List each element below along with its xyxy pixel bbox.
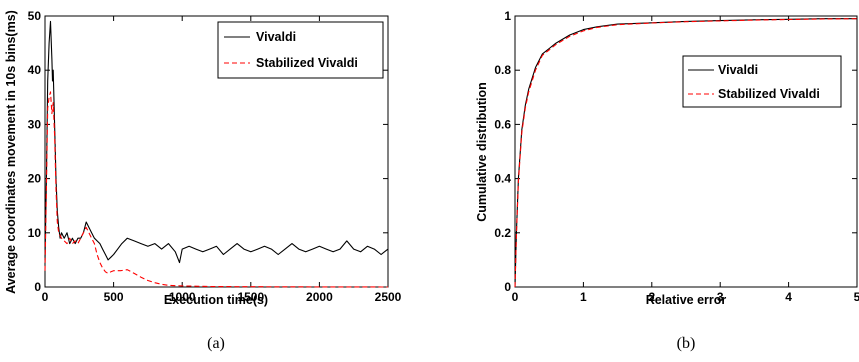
xlabel-a: Execution time(s) <box>164 293 268 307</box>
ytick-label: 1 <box>504 9 511 23</box>
ytick-label: 20 <box>28 172 42 186</box>
ytick-label: 0.8 <box>494 63 511 77</box>
xtick-label: 4 <box>785 290 792 304</box>
xtick-label: 5 <box>854 290 859 304</box>
series-lines-b <box>514 18 858 288</box>
legend-box-b <box>682 55 842 108</box>
xtick-label: 2500 <box>375 290 402 304</box>
series-line-stabilized-vivaldi <box>44 91 389 288</box>
legend-label-vivaldi-a: Vivaldi <box>256 30 296 44</box>
series-line-stabilized-vivaldi <box>514 18 858 288</box>
ytick-label: 0.6 <box>494 117 511 131</box>
xtick-label: 1000 <box>169 290 196 304</box>
ticks-a: 0 500 1000 1500 2000 2500 0 10 20 30 40 50 <box>28 9 402 304</box>
ytick-label: 40 <box>28 63 42 77</box>
xtick-label: 500 <box>104 290 124 304</box>
xtick-label: 2000 <box>306 290 333 304</box>
ytick-label: 0.4 <box>494 172 511 186</box>
legend-label-vivaldi-b: Vivaldi <box>718 63 758 77</box>
legend-a: Vivaldi Stabilized Vivaldi <box>217 21 384 79</box>
ytick-label: 0 <box>34 280 41 294</box>
legend-b: Vivaldi Stabilized Vivaldi <box>682 55 842 108</box>
legend-label-stabilized-a: Stabilized Vivaldi <box>256 56 358 70</box>
ticks-b: 0 1 2 3 4 5 0 0.2 0.4 0.6 0.8 1 <box>494 9 859 304</box>
ylabel-b: Cumulative distribution <box>475 82 489 222</box>
xtick-label: 0 <box>42 290 49 304</box>
xlabel-b: Relative error <box>646 293 727 307</box>
ylabel-a: Average coordinates movement in 10s bins… <box>4 10 18 294</box>
xtick-label: 0 <box>512 290 519 304</box>
xtick-label: 1500 <box>237 290 264 304</box>
xtick-label: 1 <box>580 290 587 304</box>
xtick-label: 3 <box>717 290 724 304</box>
series-lines-a <box>44 20 389 288</box>
caption-a: (a) <box>207 335 225 352</box>
xtick-label: 2 <box>648 290 655 304</box>
legend-label-stabilized-b: Stabilized Vivaldi <box>718 87 820 101</box>
chart-a: 0 500 1000 1500 2000 2500 0 10 20 30 40 50 Executio… <box>4 9 402 352</box>
caption-b: (b) <box>677 335 696 352</box>
ytick-label: 10 <box>28 226 42 240</box>
ytick-label: 0.2 <box>494 226 511 240</box>
ytick-label: 30 <box>28 117 42 131</box>
ytick-label: 0 <box>504 280 511 294</box>
chart-b: 0 1 2 3 4 5 0 0.2 0.4 0.6 0.8 1 Relative error Cumu… <box>475 9 859 352</box>
legend-box-a <box>217 21 384 79</box>
ytick-label: 50 <box>28 9 42 23</box>
